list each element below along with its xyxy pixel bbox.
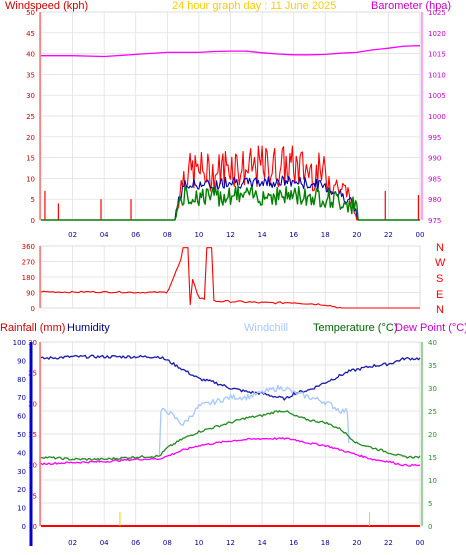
wind-x-tick-22: 22	[384, 231, 393, 239]
humidity-y-tick-80: 80	[17, 376, 26, 384]
baro-y-tick-995: 995	[428, 134, 441, 142]
winddir-label-n1: N	[436, 242, 444, 254]
baro-y-tick-1020: 1020	[428, 30, 446, 38]
wind-x-tick-06: 06	[131, 231, 140, 239]
wind-y-tick-5: 5	[31, 196, 35, 204]
temp-x-tick-08: 08	[163, 539, 172, 547]
baro-y-tick-980: 980	[428, 196, 441, 204]
humidity-y-tick-0: 0	[22, 523, 26, 531]
humidity-y-tick-30: 30	[17, 468, 26, 476]
winddir-y-tick-90: 90	[26, 290, 35, 298]
temp-x-tick-02: 02	[68, 539, 77, 547]
temp-y-tick-35: 35	[428, 362, 437, 370]
windchill-line	[158, 384, 350, 455]
humidity-y-tick-60: 60	[17, 413, 26, 421]
rain-y-tick-5: 5	[33, 492, 37, 500]
wind-y-tick-25: 25	[26, 113, 35, 121]
temp-y-tick-5: 5	[428, 500, 432, 508]
rainfall-axis-title: Rainfall (mm)	[0, 322, 65, 334]
temp-y-tick-40: 40	[428, 339, 437, 347]
temp-y-tick-10: 10	[428, 477, 437, 485]
rain-y-tick-15: 15	[28, 431, 37, 439]
baro-y-tick-1005: 1005	[428, 92, 446, 100]
wind-y-tick-50: 50	[26, 9, 35, 17]
dewpoint-axis-title: Dew Point (°C)	[395, 322, 466, 334]
winddir-label-w: W	[435, 257, 446, 269]
winddir-y-tick-270: 270	[22, 259, 35, 267]
wind-y-tick-0: 0	[31, 217, 35, 225]
humidity-y-tick-50: 50	[17, 431, 26, 439]
humidity-y-tick-40: 40	[17, 449, 26, 457]
graph-title: 24 hour graph day : 11 June 2025	[172, 0, 336, 12]
temp-x-tick-22: 22	[384, 539, 393, 547]
winddir-label-n2: N	[436, 304, 444, 316]
humidity-y-tick-10: 10	[17, 505, 26, 513]
humidity-y-tick-20: 20	[17, 486, 26, 494]
humidity-y-tick-100: 100	[13, 339, 26, 347]
wind-y-tick-45: 45	[26, 30, 35, 38]
winddir-y-tick-0: 0	[31, 305, 35, 313]
temp-x-tick-16: 16	[289, 539, 298, 547]
temp-x-tick-00: 00	[416, 539, 425, 547]
baro-y-tick-1000: 1000	[428, 113, 446, 121]
wind-x-tick-02: 02	[68, 231, 77, 239]
wind-y-tick-30: 30	[26, 92, 35, 100]
winddir-y-tick-360: 360	[22, 243, 35, 251]
winddir-label-e: E	[436, 289, 443, 301]
rain-y-tick-0: 0	[33, 523, 37, 531]
wind-x-tick-12: 12	[226, 231, 235, 239]
wind-x-tick-16: 16	[289, 231, 298, 239]
rain-y-tick-10: 10	[28, 462, 37, 470]
baro-y-tick-985: 985	[428, 175, 441, 183]
wind-x-tick-14: 14	[258, 231, 267, 239]
temp-y-tick-20: 20	[428, 431, 437, 439]
temp-x-tick-20: 20	[352, 539, 361, 547]
wind-x-tick-18: 18	[321, 231, 330, 239]
temp-y-tick-30: 30	[428, 385, 437, 393]
rain-y-tick-25: 25	[28, 370, 37, 378]
wind-y-tick-10: 10	[26, 175, 35, 183]
rain-y-tick-30: 30	[28, 339, 37, 347]
windchill-axis-title: Windchill	[244, 322, 288, 334]
baro-y-tick-990: 990	[428, 155, 441, 163]
wind-direction-line	[40, 247, 420, 309]
baro-y-tick-1010: 1010	[428, 71, 446, 79]
wind-x-tick-10: 10	[194, 231, 203, 239]
baro-y-tick-975: 975	[428, 217, 441, 225]
temp-x-tick-10: 10	[194, 539, 203, 547]
humidity-y-tick-90: 90	[17, 357, 26, 365]
temp-y-tick-15: 15	[428, 454, 437, 462]
winddir-label-s: S	[436, 273, 443, 285]
temperature-line	[40, 410, 421, 461]
barometer-line	[41, 45, 421, 58]
wind-y-tick-40: 40	[26, 51, 35, 59]
temp-x-tick-04: 04	[100, 539, 109, 547]
wind-y-tick-15: 15	[26, 155, 35, 163]
windspeed-axis-title: Windspeed (kph)	[5, 0, 88, 12]
wind-y-tick-20: 20	[26, 134, 35, 142]
baro-y-tick-1025: 1025	[428, 9, 446, 17]
rain-y-tick-20: 20	[28, 400, 37, 408]
barometer-axis-title: Barometer (hpa)	[371, 0, 451, 12]
temp-x-tick-06: 06	[131, 539, 140, 547]
temp-x-tick-18: 18	[321, 539, 330, 547]
temp-x-tick-12: 12	[226, 539, 235, 547]
winddir-y-tick-180: 180	[22, 274, 35, 282]
temp-y-tick-0: 0	[428, 523, 432, 531]
humidity-y-tick-70: 70	[17, 394, 26, 402]
wind-low-line	[41, 185, 420, 221]
humidity-line	[40, 354, 421, 401]
wind-x-tick-08: 08	[163, 231, 172, 239]
wind-x-tick-00: 00	[416, 231, 425, 239]
temperature-axis-title: Temperature (°C)	[313, 322, 397, 334]
wind-x-tick-20: 20	[352, 231, 361, 239]
wind-y-tick-35: 35	[26, 71, 35, 79]
temp-y-tick-25: 25	[428, 408, 437, 416]
wind-x-tick-04: 04	[100, 231, 109, 239]
temp-x-tick-14: 14	[258, 539, 267, 547]
baro-y-tick-1015: 1015	[428, 51, 446, 59]
dewpoint-line	[40, 437, 421, 467]
humidity-axis-title: Humidity	[67, 322, 110, 334]
